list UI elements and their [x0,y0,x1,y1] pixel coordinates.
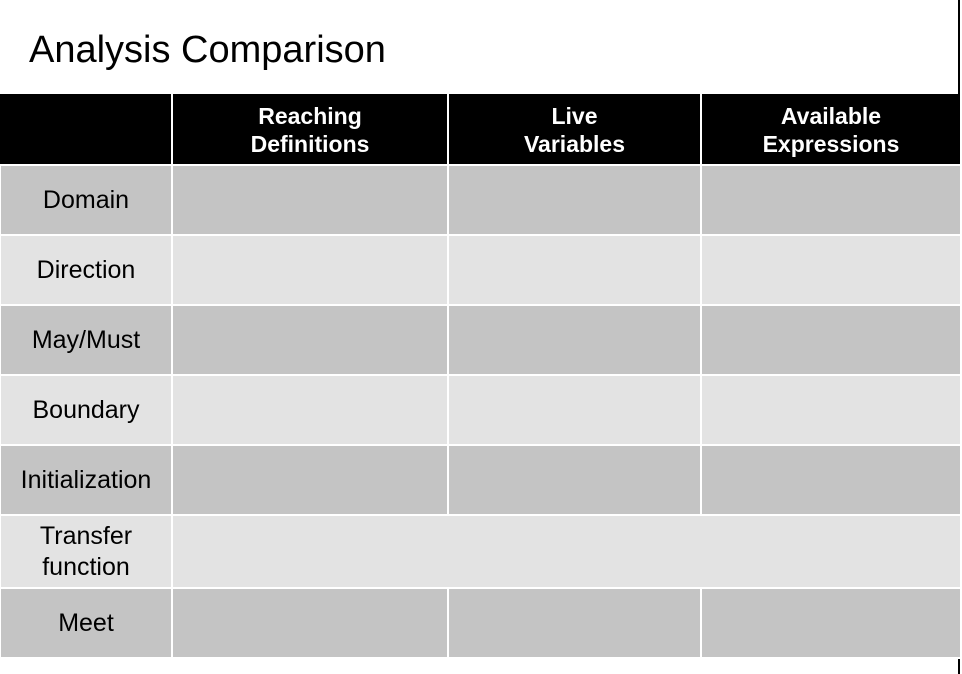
row-label-transfer-function: Transfer function [1,514,173,589]
table-row: Meet [1,587,962,659]
table-cell-merged [171,514,962,589]
table-cell [447,587,702,659]
table-cell [171,164,449,236]
header-live-variables: Live Variables [447,94,702,166]
table-cell [700,234,962,306]
table-row: Boundary [1,374,962,446]
table-row: May/Must [1,304,962,376]
page-title: Analysis Comparison [29,29,386,71]
analysis-comparison-table: Reaching Definitions Live Variables Availa… [0,94,962,659]
header-available-expressions: Available Expressions [700,94,962,166]
table-cell [171,304,449,376]
table-cell [171,374,449,446]
table-cell [171,444,449,516]
header-reaching-definitions: Reaching Definitions [171,94,449,166]
row-label-may-must: May/Must [1,304,173,376]
header-corner-cell [0,94,173,166]
row-label-initialization: Initialization [1,444,173,516]
row-label-direction: Direction [1,234,173,306]
table-cell [700,164,962,236]
row-label-boundary: Boundary [1,374,173,446]
row-label-meet: Meet [1,587,173,659]
table-cell [447,234,702,306]
table-cell [447,304,702,376]
table-cell [447,374,702,446]
table-cell [171,234,449,306]
table-cell [700,587,962,659]
table-header-row: Reaching Definitions Live Variables Availa… [0,94,962,166]
table-row: Initialization [1,444,962,516]
table-row: Direction [1,234,962,306]
table-cell [171,587,449,659]
table-cell [700,374,962,446]
table-cell [447,444,702,516]
table-row: Domain [1,164,962,236]
row-label-domain: Domain [1,164,173,236]
table-cell [700,304,962,376]
table-cell [700,444,962,516]
table-cell [447,164,702,236]
table-row: Transfer function [1,514,962,589]
